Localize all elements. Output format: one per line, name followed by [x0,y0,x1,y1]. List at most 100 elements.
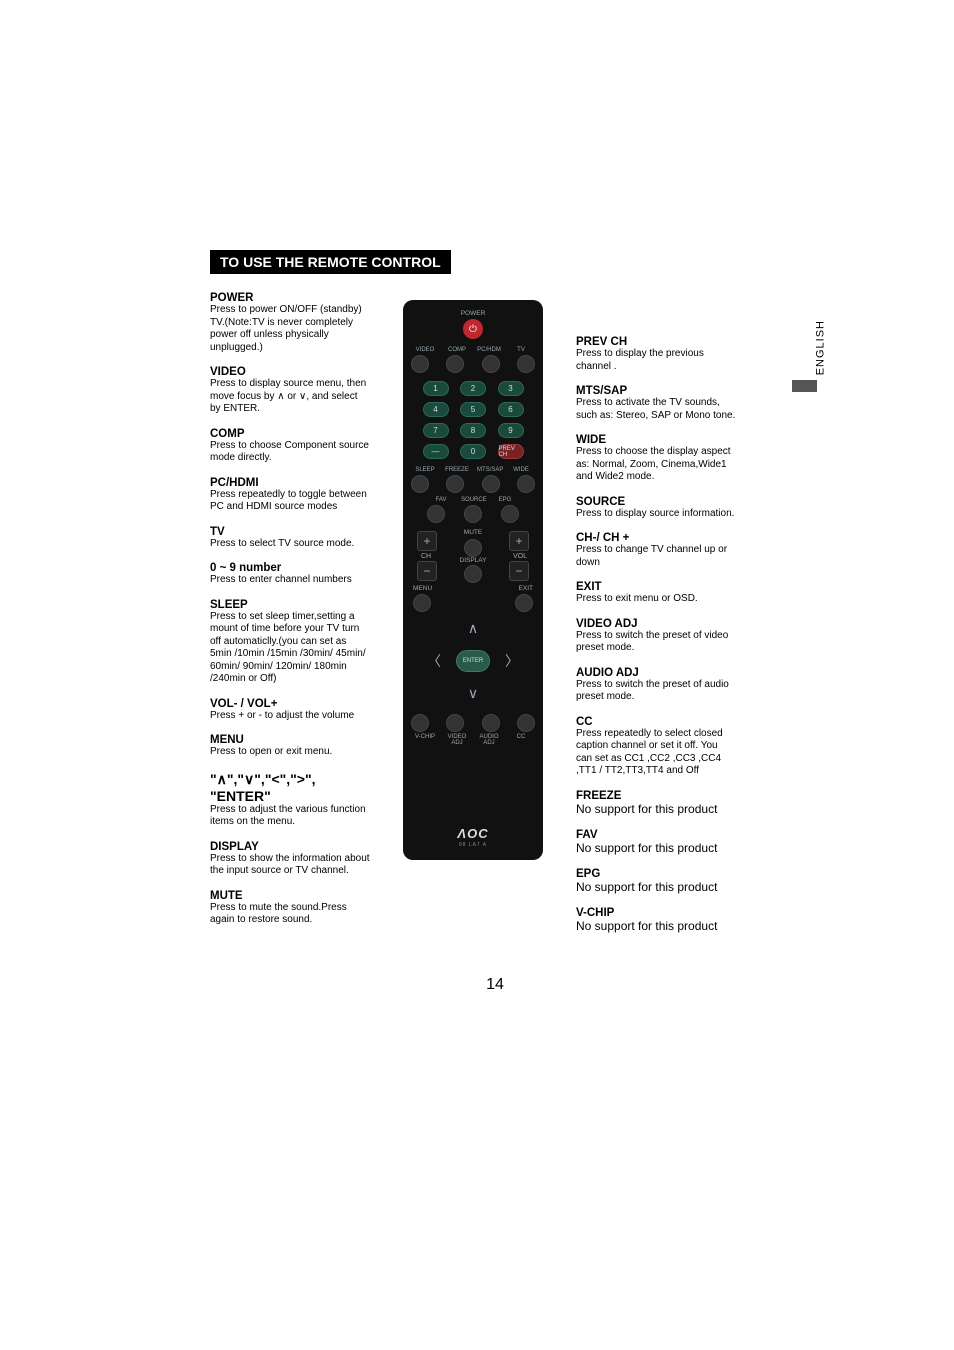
dash-button[interactable]: — [423,444,449,459]
remote-control: POWER ⏻ VIDEO COMP PC/HDM TV 1 2 [403,300,543,860]
epg-button[interactable] [501,505,519,523]
desc-body: Press to mute the sound.Press again to r… [210,902,370,927]
desc-title: VIDEO ADJ [576,618,736,630]
cc-button[interactable] [517,714,535,732]
desc-body: Press to display source information. [576,508,736,521]
desc-video: VIDEO Press to display source menu, then… [210,366,370,416]
desc-body: Press to choose the display aspect as: N… [576,446,736,484]
desc-wide: WIDE Press to choose the display aspect … [576,434,736,484]
desc-body: Press to power ON/OFF (standby) TV.(Note… [210,304,370,354]
vol-minus-button[interactable]: − [509,561,529,581]
page-content: TO USE THE REMOTE CONTROL POWER Press to… [210,250,780,994]
source-button[interactable] [464,505,482,523]
exit-button[interactable] [515,594,533,612]
desc-title: PC/HDMI [210,477,370,489]
desc-mtssap: MTS/SAP Press to activate the TV sounds,… [576,385,736,422]
num-row-2: 4 5 6 [409,402,537,417]
page-number: 14 [210,976,780,994]
fn-label: FREEZE [445,467,469,473]
prevch-button[interactable]: PREV CH [498,444,524,459]
up-arrow-button[interactable]: ∧ [468,620,478,637]
left-column: POWER Press to power ON/OFF (standby) TV… [210,292,370,946]
desc-source: SOURCE Press to display source informati… [576,496,736,521]
desc-title: EXIT [576,581,736,593]
fn-label: EPG [493,497,517,503]
desc-title: AUDIO ADJ [576,667,736,679]
num-4-button[interactable]: 4 [423,402,449,417]
sleep-button[interactable] [411,475,429,493]
fn-row-a-buttons [409,475,537,493]
fav-button[interactable] [427,505,445,523]
num-7-button[interactable]: 7 [423,423,449,438]
fn-label: WIDE [509,467,533,473]
num-1-button[interactable]: 1 [423,381,449,396]
desc-epg: EPG No support for this product [576,868,736,895]
nav-cluster: ∧ 〈 ENTER 〉 ∨ [409,616,537,706]
desc-title: SOURCE [576,496,736,508]
menu-button[interactable] [413,594,431,612]
num-0-button[interactable]: 0 [460,444,486,459]
wide-button[interactable] [517,475,535,493]
power-label: POWER [461,310,486,317]
mute-button[interactable] [464,539,482,557]
desc-body: Press repeatedly to toggle between PC an… [210,489,370,514]
ch-plus-button[interactable]: + [417,531,437,551]
src-label: VIDEO [413,347,437,353]
pchdmi-button[interactable] [482,355,500,373]
src-label: COMP [445,347,469,353]
desc-audioadj: AUDIO ADJ Press to switch the preset of … [576,667,736,704]
desc-tv: TV Press to select TV source mode. [210,526,370,551]
menu-exit-row: MENU EXIT [409,585,537,592]
right-arrow-button[interactable]: 〉 [505,651,519,671]
num-9-button[interactable]: 9 [498,423,524,438]
enter-button[interactable]: ENTER [456,650,490,672]
fn-label: MTS/SAP [477,467,501,473]
desc-title: MUTE [210,890,370,902]
fn-label: SLEEP [413,467,437,473]
desc-body: No support for this product [576,880,736,895]
desc-body: Press to change TV channel up or down [576,544,736,569]
num-5-button[interactable]: 5 [460,402,486,417]
tv-button[interactable] [517,355,535,373]
desc-body: Press to select TV source mode. [210,538,370,551]
num-8-button[interactable]: 8 [460,423,486,438]
num-6-button[interactable]: 6 [498,402,524,417]
fn-label: VIDEO ADJ [445,734,469,746]
bottom-fn-labels: V-CHIP VIDEO ADJ AUDIO ADJ CC [409,734,537,746]
comp-button[interactable] [446,355,464,373]
desc-sleep: SLEEP Press to set sleep timer,setting a… [210,599,370,686]
desc-title: POWER [210,292,370,304]
desc-title: FREEZE [576,790,736,802]
fn-row-b-labels: FAV SOURCE EPG [409,497,537,503]
desc-title: VOL- / VOL+ [210,698,370,710]
source-labels: VIDEO COMP PC/HDM TV [409,347,537,353]
vol-plus-button[interactable]: + [509,531,529,551]
side-tab-marker [792,380,817,392]
down-arrow-button[interactable]: ∨ [468,685,478,702]
desc-body: Press to set sleep timer,setting a mount… [210,611,370,686]
desc-title: FAV [576,829,736,841]
mtssap-button[interactable] [482,475,500,493]
desc-body: No support for this product [576,919,736,934]
freeze-button[interactable] [446,475,464,493]
left-arrow-button[interactable]: 〈 [427,651,441,671]
fn-label: CC [509,734,533,746]
videoadj-button[interactable] [446,714,464,732]
num-2-button[interactable]: 2 [460,381,486,396]
audioadj-button[interactable] [482,714,500,732]
ch-minus-button[interactable]: − [417,561,437,581]
vchip-button[interactable] [411,714,429,732]
language-label: ENGLISH [814,320,826,375]
display-button[interactable] [464,565,482,583]
num-3-button[interactable]: 3 [498,381,524,396]
desc-body: Press to display source menu, then move … [210,378,370,416]
src-label: PC/HDM [477,347,501,353]
desc-vchip: V-CHIP No support for this product [576,907,736,934]
video-button[interactable] [411,355,429,373]
power-button[interactable]: ⏻ [463,319,483,339]
desc-body: Press to switch the preset of video pres… [576,630,736,655]
desc-body: Press to switch the preset of audio pres… [576,679,736,704]
desc-cc: CC Press repeatedly to select closed cap… [576,716,736,778]
fn-row-a-labels: SLEEP FREEZE MTS/SAP WIDE [409,467,537,473]
fn-label: FAV [429,497,453,503]
